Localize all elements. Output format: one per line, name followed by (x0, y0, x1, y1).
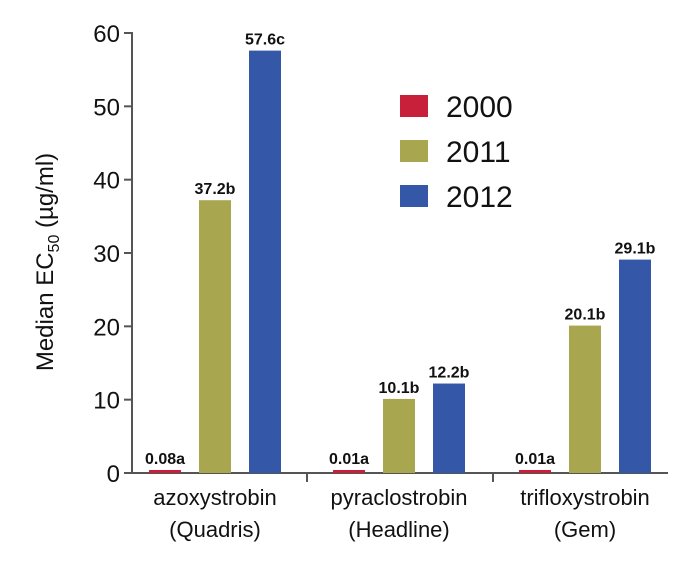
data-label: 10.1b (379, 380, 420, 397)
y-tick-label: 20 (93, 314, 120, 341)
legend-label: 2012 (446, 181, 513, 214)
bar-2011-2 (569, 325, 601, 473)
category-label-line2: (Headline) (348, 517, 450, 542)
category-label-line2: (Gem) (554, 517, 616, 542)
data-label: 29.1b (615, 241, 656, 258)
y-tick-label: 10 (93, 388, 120, 415)
x-axis-ticks (306, 473, 494, 482)
category-label-line1: azoxystrobin (153, 485, 277, 510)
y-axis-label: Median EC50 (µg/ml) (32, 153, 63, 371)
bar-2000-1 (333, 470, 365, 473)
data-label: 57.6c (245, 32, 285, 49)
data-label: 12.2b (429, 365, 470, 382)
y-tick-label: 60 (93, 21, 120, 48)
legend-swatch (400, 95, 428, 117)
legend-label: 2011 (446, 136, 511, 169)
y-tick-label: 30 (93, 241, 120, 268)
legend: 2000 2011 2012 (400, 91, 513, 214)
data-label: 37.2b (195, 181, 236, 198)
y-tick-label: 40 (93, 168, 120, 195)
data-label: 0.08a (145, 451, 185, 468)
bar-2011-1 (383, 398, 415, 473)
y-tick-label: 0 (107, 461, 120, 488)
bar-2000-0 (149, 470, 181, 473)
data-label: 0.01a (515, 451, 555, 468)
category-label-line1: pyraclostrobin (331, 485, 468, 510)
bars (149, 50, 651, 473)
legend-label: 2000 (446, 91, 513, 124)
category-label-line2: (Quadris) (169, 517, 261, 542)
data-labels: 0.08a 0.01a 0.01a 37.2b 10.1b 20.1b 57.6c 12.2b… (145, 32, 656, 468)
data-label: 0.01a (329, 451, 369, 468)
category-label-line1: trifloxystrobin (520, 485, 650, 510)
bar-2012-1 (433, 383, 465, 473)
y-axis-title: Median EC50 (µg/ml) (32, 153, 63, 371)
legend-swatch (400, 185, 428, 207)
bar-2000-2 (519, 470, 551, 473)
data-label: 20.1b (565, 307, 606, 324)
bar-2011-0 (199, 200, 231, 473)
y-tick-label: 50 (93, 94, 120, 121)
category-labels: azoxystrobin (Quadris) pyraclostrobin (Head… (153, 485, 650, 542)
bar-2012-2 (619, 259, 651, 473)
bar-2012-0 (249, 50, 281, 473)
legend-swatch (400, 140, 428, 162)
y-axis-ticks: 0 10 20 30 40 50 60 (93, 21, 132, 488)
